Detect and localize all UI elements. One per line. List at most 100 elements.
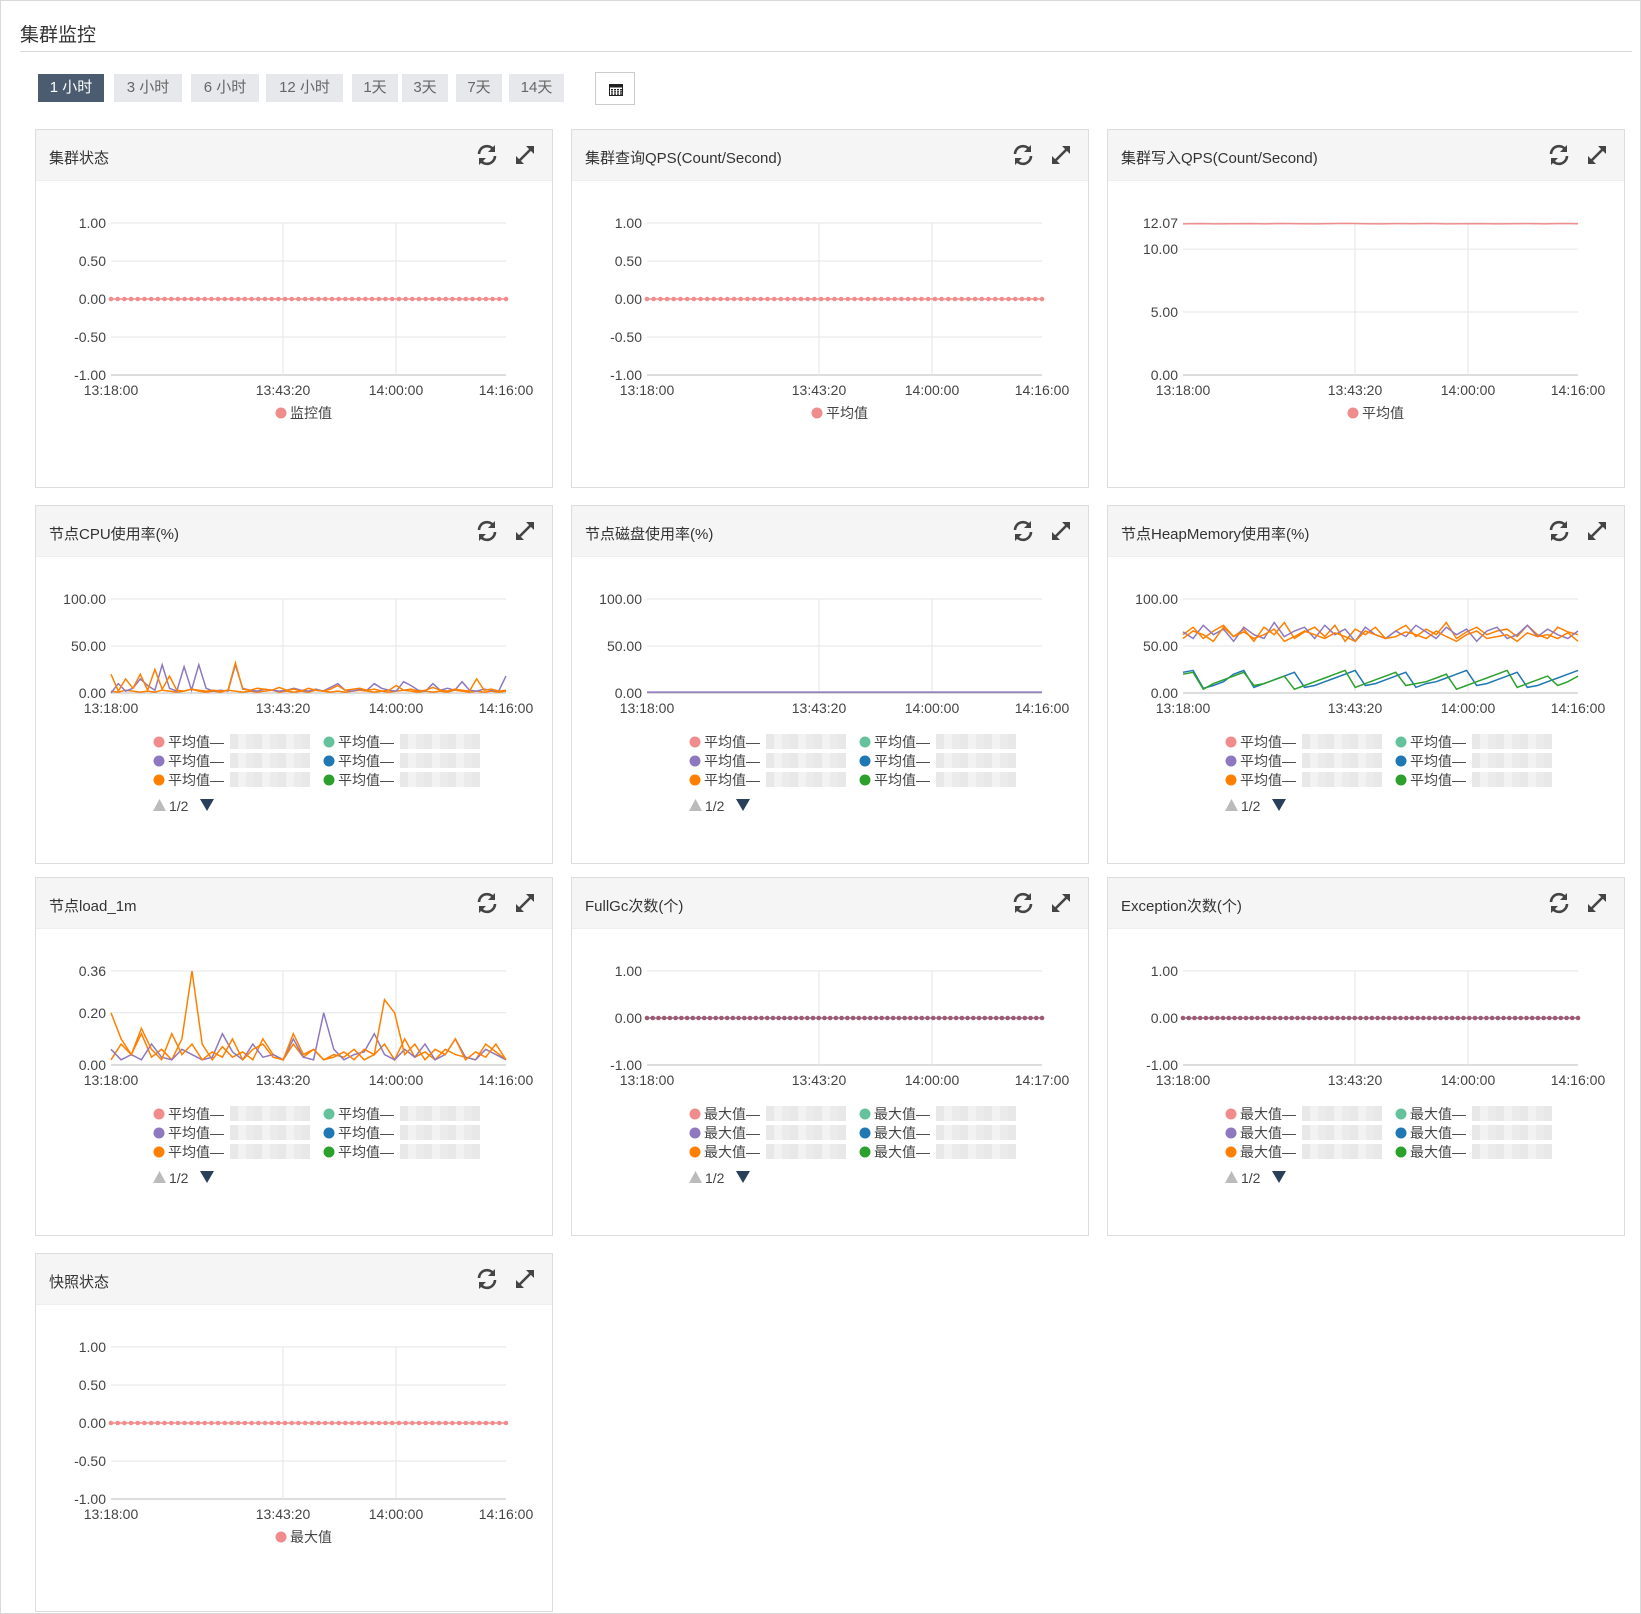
legend-label[interactable]: 平均值— [1410, 734, 1466, 750]
range-button-2[interactable]: 6 小时 [191, 74, 259, 102]
expand-button[interactable] [512, 142, 538, 168]
legend-label[interactable]: 最大值— [704, 1144, 760, 1160]
legend-label[interactable]: 平均值— [168, 1125, 224, 1141]
legend-label[interactable]: 平均值— [1410, 772, 1466, 788]
refresh-button[interactable] [474, 518, 500, 544]
legend-label[interactable]: 平均值— [338, 734, 394, 750]
triangle-up-icon[interactable] [1225, 799, 1238, 811]
legend-label[interactable]: 平均值— [168, 734, 224, 750]
legend-label[interactable]: 平均值— [338, 1144, 394, 1160]
range-button-3[interactable]: 12 小时 [266, 74, 343, 102]
range-button-4[interactable]: 1天 [352, 74, 398, 102]
data-point [1575, 1015, 1581, 1021]
redacted-block [464, 753, 472, 768]
legend-label[interactable]: 最大值— [704, 1125, 760, 1141]
refresh-button[interactable] [474, 890, 500, 916]
expand-button[interactable] [1048, 142, 1074, 168]
legend-label[interactable]: 最大值— [704, 1106, 760, 1122]
legend-label[interactable]: 最大值— [1240, 1144, 1296, 1160]
redacted-block [416, 1106, 424, 1121]
triangle-down-icon[interactable] [1272, 799, 1286, 811]
legend-label[interactable]: 最大值— [1240, 1106, 1296, 1122]
legend-label[interactable]: 最大值— [874, 1106, 930, 1122]
triangle-down-icon[interactable] [200, 799, 214, 811]
triangle-up-icon[interactable] [689, 799, 702, 811]
data-point [818, 296, 824, 302]
legend-label[interactable]: 平均值— [704, 734, 760, 750]
redacted-block [464, 1106, 472, 1121]
legend-label[interactable]: 平均值— [338, 1125, 394, 1141]
triangle-up-icon[interactable] [689, 1171, 702, 1183]
refresh-button[interactable] [1010, 518, 1036, 544]
legend-label[interactable]: 平均值 [1362, 405, 1404, 421]
legend-label[interactable]: 平均值— [704, 753, 760, 769]
legend-label[interactable]: 平均值— [1410, 753, 1466, 769]
legend-label[interactable]: 平均值 [826, 405, 868, 421]
refresh-button[interactable] [1010, 142, 1036, 168]
data-point [959, 296, 964, 302]
triangle-down-icon[interactable] [1272, 1171, 1286, 1183]
refresh-button[interactable] [1546, 142, 1572, 168]
legend-label[interactable]: 最大值— [1240, 1125, 1296, 1141]
legend-label[interactable]: 平均值— [168, 772, 224, 788]
range-button-0[interactable]: 1 小时 [38, 74, 104, 102]
legend-label[interactable]: 平均值— [168, 1106, 224, 1122]
refresh-button[interactable] [1546, 518, 1572, 544]
range-button-1[interactable]: 3 小时 [114, 74, 182, 102]
legend-label[interactable]: 平均值— [168, 753, 224, 769]
expand-button[interactable] [1584, 142, 1610, 168]
expand-button[interactable] [512, 1266, 538, 1292]
legend-label[interactable]: 平均值— [704, 772, 760, 788]
redacted-block [432, 753, 440, 768]
data-point [879, 296, 884, 302]
legend-label[interactable]: 平均值— [874, 753, 930, 769]
legend-label[interactable]: 平均值— [338, 772, 394, 788]
x-tick-label: 14:16:00 [1551, 700, 1606, 716]
triangle-up-icon[interactable] [153, 1171, 166, 1183]
data-point [725, 296, 730, 302]
data-point [249, 296, 254, 302]
calendar-button[interactable] [595, 72, 635, 105]
range-button-7[interactable]: 14天 [509, 74, 564, 102]
legend-label[interactable]: 最大值— [1410, 1144, 1466, 1160]
expand-button[interactable] [1584, 518, 1610, 544]
legend-label[interactable]: 平均值— [338, 1106, 394, 1122]
triangle-down-icon[interactable] [200, 1171, 214, 1183]
range-button-5[interactable]: 3天 [402, 74, 448, 102]
range-button-6[interactable]: 7天 [456, 74, 502, 102]
refresh-icon [1549, 144, 1569, 166]
expand-button[interactable] [512, 890, 538, 916]
legend-label[interactable]: 平均值— [874, 772, 930, 788]
data-point [679, 1015, 684, 1021]
legend-label[interactable]: 平均值— [874, 734, 930, 750]
legend-label[interactable]: 最大值— [1410, 1125, 1466, 1141]
legend-label[interactable]: 最大值— [874, 1125, 930, 1141]
legend-label[interactable]: 平均值— [1240, 734, 1296, 750]
redacted-block [984, 1125, 992, 1140]
expand-button[interactable] [1048, 890, 1074, 916]
legend-label[interactable]: 最大值— [874, 1144, 930, 1160]
refresh-button[interactable] [1010, 890, 1036, 916]
legend-label[interactable]: 最大值 [290, 1529, 332, 1545]
triangle-down-icon[interactable] [736, 1171, 750, 1183]
legend-label[interactable]: 平均值— [1240, 753, 1296, 769]
data-point [356, 1420, 362, 1426]
legend-label[interactable]: 监控值 [290, 405, 332, 421]
legend-label[interactable]: 最大值— [1410, 1106, 1466, 1122]
triangle-up-icon[interactable] [1225, 1171, 1238, 1183]
legend-dot [1225, 1146, 1237, 1158]
legend-label[interactable]: 平均值— [338, 753, 394, 769]
redacted-block [1496, 1125, 1504, 1140]
y-tick-label: 0.00 [615, 291, 642, 307]
expand-button[interactable] [1048, 518, 1074, 544]
legend-label[interactable]: 平均值— [1240, 772, 1296, 788]
data-point [1512, 1015, 1518, 1021]
legend-label[interactable]: 平均值— [168, 1144, 224, 1160]
triangle-down-icon[interactable] [736, 799, 750, 811]
triangle-up-icon[interactable] [153, 799, 166, 811]
expand-button[interactable] [512, 518, 538, 544]
refresh-button[interactable] [474, 1266, 500, 1292]
refresh-button[interactable] [1546, 890, 1572, 916]
expand-button[interactable] [1584, 890, 1610, 916]
refresh-button[interactable] [474, 142, 500, 168]
